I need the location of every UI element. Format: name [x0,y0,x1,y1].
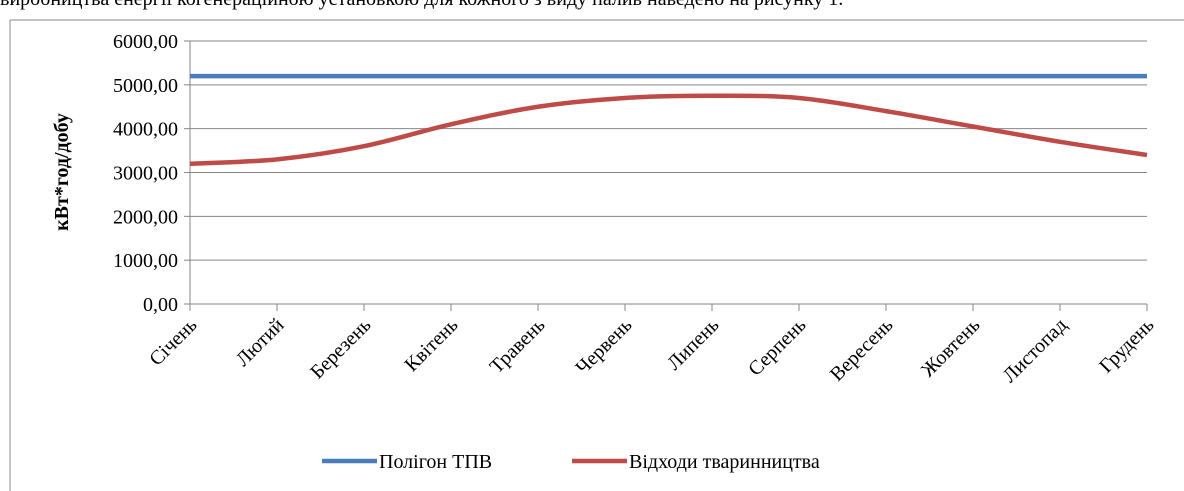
series-line [189,93,1148,166]
page-text: виробництва енергії когенераційною устан… [0,0,843,10]
y-tick-label: 6000,00 [113,31,178,53]
x-tick-label: Січень [145,314,201,370]
x-tick-label: Червень [572,314,637,379]
y-tick-label: 2000,00 [113,206,178,228]
legend-label: Полігон ТПВ [379,451,492,473]
x-tick-label: Серпень [744,314,810,380]
y-tick-label: 5000,00 [113,75,178,97]
x-tick-label: Травень [486,314,550,378]
x-tick-label: Листопад [998,314,1071,387]
y-tick-label: 1000,00 [113,250,178,272]
y-tick-label: 4000,00 [113,119,178,141]
x-tick-label: Квітень [400,314,462,376]
x-tick-label: Вересень [826,314,898,386]
x-tick-label: Лютий [232,314,289,371]
y-tick-label: 3000,00 [113,163,178,185]
legend-label: Відходи тваринництва [629,451,820,473]
x-tick-label: Липень [663,314,724,375]
x-tick-label: Жовтень [917,314,984,381]
y-tick-label: 0,00 [143,294,178,316]
x-tick-label: Березень [306,314,375,383]
x-tick-label: Грудень [1095,314,1158,377]
y-axis-label: кВт*год/добу [51,113,73,231]
